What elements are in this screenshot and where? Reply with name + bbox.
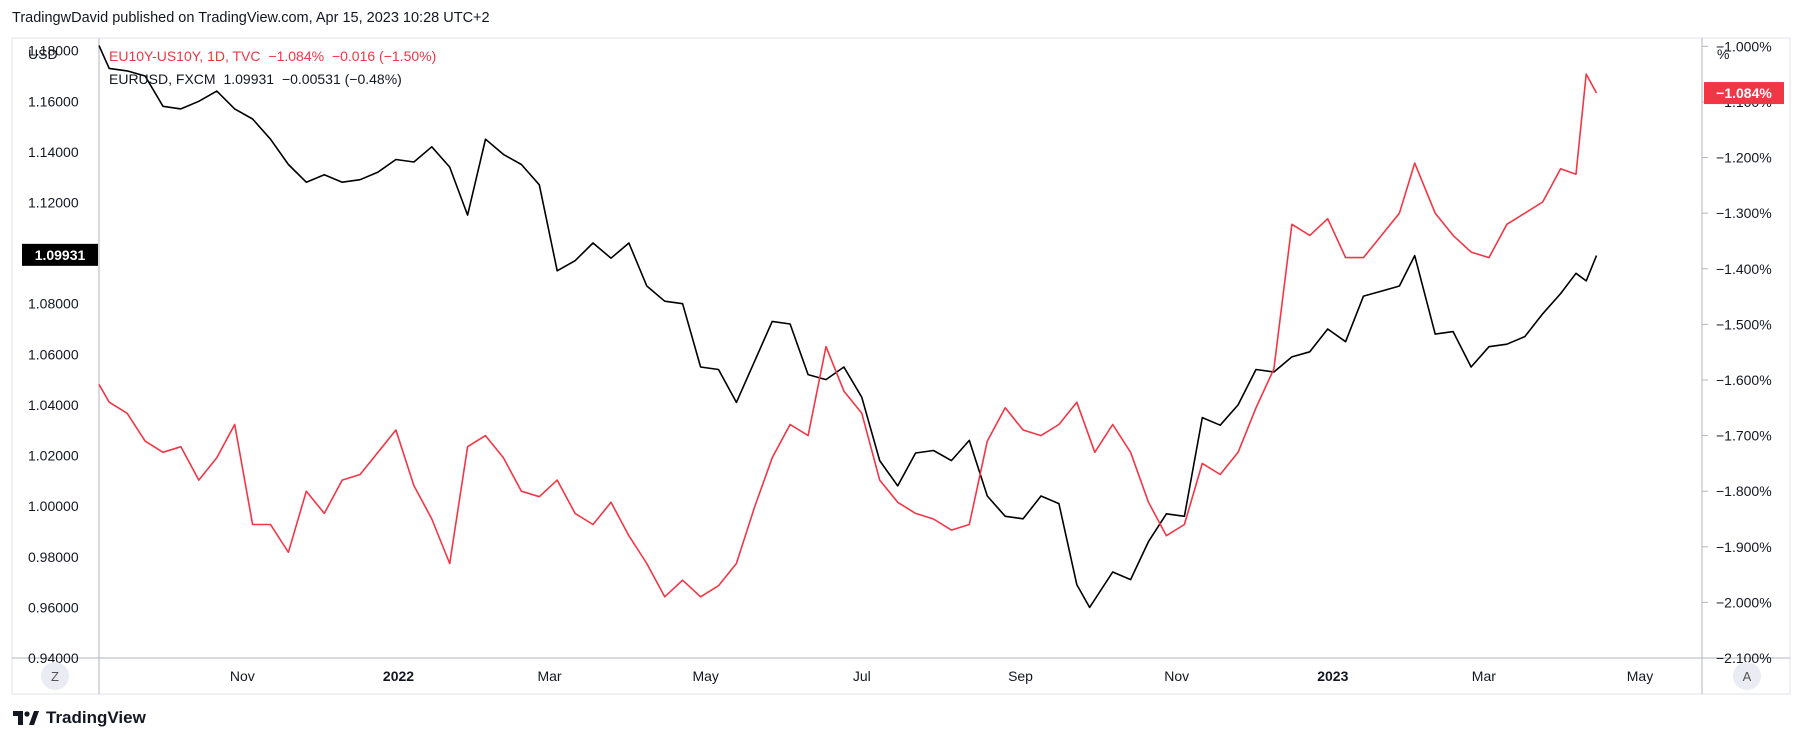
time-zone-button[interactable]: Z	[41, 662, 69, 690]
right-price-label: −1.084%	[1716, 85, 1772, 101]
legend-eurusd[interactable]: EURUSD, FXCM 1.09931 −0.00531 (−0.48%)	[109, 71, 406, 87]
time-axis-label: 2023	[1317, 668, 1348, 684]
right-axis-tick: −2.000%	[1716, 594, 1772, 610]
chart-border	[11, 37, 1791, 695]
time-axis-label: May	[1627, 668, 1653, 684]
left-axis-unit: USD	[28, 46, 58, 62]
time-axis-label: May	[692, 668, 718, 684]
right-axis-tick: −1.200%	[1716, 150, 1772, 166]
publisher-header: TradingwDavid published on TradingView.c…	[12, 10, 490, 26]
left-axis-tick: 1.12000	[28, 194, 79, 210]
time-axis-label: Jul	[853, 668, 871, 684]
legend-spread-change: −0.016 (−1.50%)	[331, 48, 437, 64]
right-axis-tick: −1.800%	[1716, 483, 1772, 499]
right-axis-tick: −2.100%	[1716, 650, 1772, 666]
series-line-eurusd	[98, 45, 1598, 609]
legend-spread[interactable]: EU10Y-US10Y, 1D, TVC −1.084% −0.016 (−1.…	[109, 48, 440, 64]
right-axis-tick: −1.900%	[1716, 539, 1772, 555]
left-price-label: 1.09931	[35, 247, 86, 263]
left-axis-tick: 1.06000	[28, 346, 79, 362]
time-axis-label: Sep	[1008, 668, 1033, 684]
right-price-label-bg	[1704, 82, 1784, 105]
series-line-spread	[98, 73, 1598, 598]
left-axis-tick: 0.98000	[28, 549, 79, 565]
tradingview-brand: TradingView	[46, 708, 146, 727]
left-axis-tick: 1.16000	[28, 93, 79, 109]
legend-eurusd-value: 1.09931	[223, 71, 275, 87]
right-axis-unit: %	[1717, 46, 1729, 62]
left-axis-tick: 1.08000	[28, 296, 79, 312]
right-axis-tick: −1.700%	[1716, 428, 1772, 444]
auto-scale-button[interactable]: A	[1733, 662, 1761, 690]
left-axis-tick: 0.96000	[28, 599, 79, 615]
right-axis-tick: −1.500%	[1716, 316, 1772, 332]
right-axis-tick: −1.300%	[1716, 205, 1772, 221]
time-axis-label: Nov	[230, 668, 255, 684]
tradingview-logo-icon	[13, 711, 39, 725]
time-axis-label: Mar	[537, 668, 561, 684]
left-price-label-bg	[22, 243, 98, 266]
time-axis-label: Mar	[1472, 668, 1496, 684]
left-axis-tick: 1.02000	[28, 448, 79, 464]
legend-eurusd-change: −0.00531 (−0.48%)	[281, 71, 402, 87]
legend-spread-symbol: EU10Y-US10Y, 1D, TVC	[109, 48, 261, 64]
legend-spread-value: −1.084%	[268, 48, 325, 64]
left-axis-tick: 0.94000	[28, 650, 79, 666]
time-axis-label: 2022	[383, 668, 414, 684]
left-axis-tick: 1.04000	[28, 397, 79, 413]
right-axis-tick: −1.400%	[1716, 261, 1772, 277]
left-axis-tick: 1.14000	[28, 144, 79, 160]
right-axis-tick: −1.000%	[1716, 38, 1772, 54]
right-axis-tick: −1.600%	[1716, 372, 1772, 388]
left-axis-tick: 1.00000	[28, 498, 79, 514]
time-axis-label: Nov	[1164, 668, 1189, 684]
left-axis-tick: 1.18000	[28, 43, 79, 59]
tradingview-logo: TradingView	[12, 708, 146, 728]
legend-eurusd-symbol: EURUSD, FXCM	[109, 71, 216, 87]
